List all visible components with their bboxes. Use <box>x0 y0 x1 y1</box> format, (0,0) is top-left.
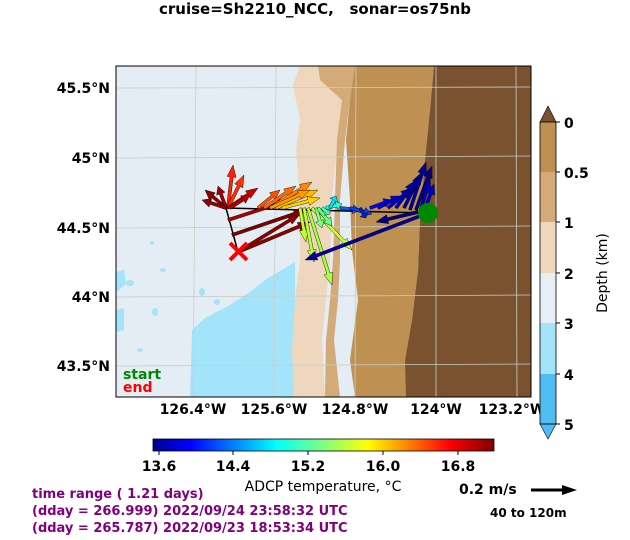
end-time: (dday = 266.999) 2022/09/24 23:58:32 UTC <box>32 504 348 519</box>
lat-label: 44.5°N <box>57 221 110 237</box>
depth-tick: 0.5 <box>564 166 589 182</box>
colorbar-bottom-extend <box>539 423 557 440</box>
deep-water-patch <box>199 288 205 296</box>
temp-tick: 15.2 <box>291 459 326 475</box>
scale-arrow <box>531 485 577 495</box>
depth-tick: 0 <box>564 116 574 132</box>
deep-water-patch <box>126 280 134 286</box>
scale-label: 0.2 m/s <box>459 482 517 498</box>
deep-water-patch <box>152 308 158 316</box>
velocity-arrow <box>228 194 251 210</box>
lon-label: 125.6°W <box>241 402 308 418</box>
lon-label: 123.2°W <box>479 402 546 418</box>
deep-water-patch <box>160 268 166 272</box>
velocity-vectors <box>201 161 435 286</box>
depth-tick: 2 <box>564 267 574 283</box>
velocity-arrow <box>306 207 333 286</box>
velocity-arrow <box>226 174 245 209</box>
lat-label: 45.5°N <box>57 81 110 97</box>
velocity-arrow <box>316 206 333 227</box>
deep-water-patch <box>214 299 220 305</box>
start-marker <box>418 203 438 223</box>
lat-label: 45°N <box>72 151 110 167</box>
start-label: start <box>123 367 161 383</box>
colorbar-top-extend <box>539 105 557 123</box>
velocity-arrow <box>408 161 427 211</box>
temp-colorbar-label: ADCP temperature, °C <box>245 479 402 495</box>
colorbar-band <box>540 222 556 273</box>
depth-tick: 4 <box>564 368 574 384</box>
colorbar-band <box>540 273 556 323</box>
temp-tick: 16.8 <box>441 459 476 475</box>
lon-label: 124.8°W <box>322 402 389 418</box>
velocity-arrow <box>256 189 281 210</box>
map-panel[interactable] <box>116 66 531 397</box>
depth-tick: 1 <box>564 216 574 232</box>
temp-tick: 14.4 <box>216 459 251 475</box>
colorbar-band <box>540 323 556 374</box>
figure-title: cruise=Sh2210_NCC, sonar=os75nb <box>159 0 471 18</box>
velocity-arrow <box>328 195 339 209</box>
colorbar-band <box>540 172 556 222</box>
velocity-arrow <box>269 189 311 210</box>
velocity-arrow <box>304 211 429 261</box>
velocity-arrow <box>226 164 237 209</box>
velocity-arrow <box>358 206 369 219</box>
deep-water-patch <box>137 348 143 352</box>
lat-label: 43.5°N <box>57 359 110 375</box>
map-frame <box>115 65 532 398</box>
time-range: time range ( 1.21 days) <box>32 487 204 502</box>
temperature-colorbar: 13.6 14.4 15.2 16.0 16.8 ADCP temperatur… <box>142 438 495 495</box>
deep-water-patch <box>116 270 126 292</box>
velocity-arrow <box>201 198 227 210</box>
lon-label: 126.4°W <box>160 402 227 418</box>
start-time: (dday = 265.787) 2022/09/23 18:53:34 UTC <box>32 521 348 536</box>
depth-tick: 5 <box>564 418 574 434</box>
time-info: time range ( 1.21 days) (dday = 266.999)… <box>32 486 348 537</box>
lon-label: 124°W <box>410 402 462 418</box>
temp-tick: 16.0 <box>366 459 401 475</box>
graticule <box>116 66 531 397</box>
deep-water-patch <box>190 262 295 397</box>
velocity-arrow <box>262 185 297 210</box>
end-label: end <box>123 380 152 396</box>
lat-label: 44°N <box>72 290 110 306</box>
colorbar-band <box>540 374 556 424</box>
velocity-arrow <box>298 207 309 243</box>
deep-water-patch <box>150 241 154 245</box>
colorbar-band <box>540 122 556 172</box>
depth-colorbar-label: Depth (km) <box>595 233 611 313</box>
depth-colorbar: 0 0.5 1 2 3 4 5 Depth (km) <box>539 105 611 440</box>
velocity-arrow <box>375 210 419 224</box>
velocity-arrow <box>320 206 331 216</box>
land-area <box>405 66 531 397</box>
depth-tick: 3 <box>564 317 574 333</box>
slope-shelf-2km <box>292 66 348 397</box>
temp-colorbar-gradient <box>152 438 495 452</box>
velocity-arrow <box>281 196 321 210</box>
deep-water-patch <box>116 308 124 332</box>
scale-depth-range: 40 to 120m <box>490 506 567 520</box>
end-marker <box>228 241 249 262</box>
shelf-1km <box>318 66 358 397</box>
temp-tick: 13.6 <box>142 459 177 475</box>
shelf-05km <box>346 66 434 397</box>
